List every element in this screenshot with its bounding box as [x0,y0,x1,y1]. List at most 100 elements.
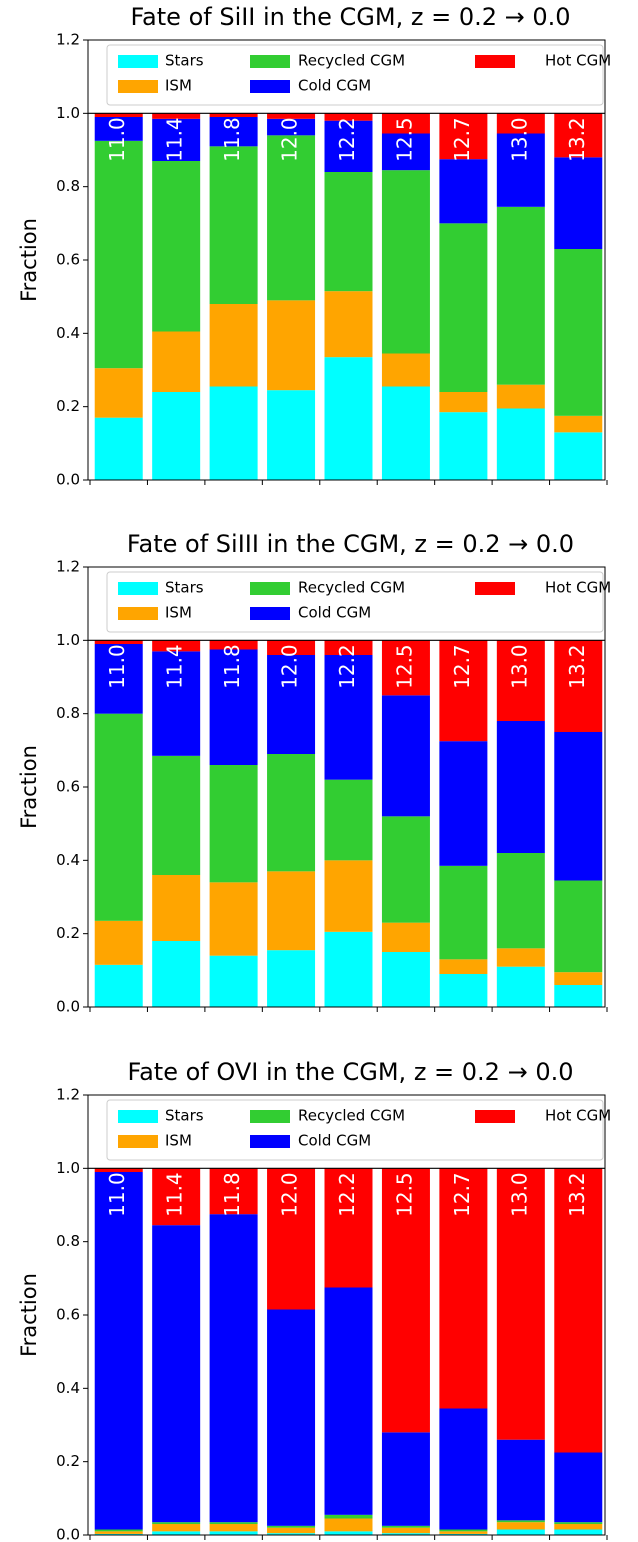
bar-segment [152,1225,201,1523]
bar-segment [381,1525,430,1528]
y-tick-label: 0.8 [56,177,80,195]
bar-segment [94,417,143,480]
bar-segment [496,640,545,721]
bar-segment [324,779,373,861]
bar-segment [267,118,316,136]
y-tick-label: 0.0 [56,471,80,489]
bar-segment [152,755,201,875]
category-label: 11.4 [163,117,187,162]
category-label: 12.7 [450,117,474,162]
bar-segment [439,412,488,480]
plot-frame [87,39,606,481]
bar-segment [554,1529,603,1535]
bar-segment [439,959,488,974]
bar-segment [267,135,316,301]
category-label: 12.5 [392,117,416,162]
chart-title: Fate of SiII in the CGM, z = 0.2 → 0.0 [130,3,570,31]
y-axis-label: Fraction [17,1273,41,1357]
bar-segment [152,1168,201,1226]
bar-segment [496,966,545,1007]
bar-segment [152,651,201,756]
legend-label: Stars [165,579,204,597]
bar-segment [267,950,316,1007]
bar-segment [267,1309,316,1526]
category-label: 12.0 [278,1172,302,1217]
legend-label: Stars [165,52,204,70]
bar-segment [152,640,201,652]
bar-segment [209,882,258,956]
bar-segment [496,384,545,409]
y-tick-label: 1.2 [56,31,80,49]
bar-segment [324,640,373,655]
legend-label: Recycled CGM [298,52,405,70]
bar-segment [439,113,488,160]
category-label: 13.0 [507,1172,531,1217]
bar-segment [554,640,603,732]
bar-segment [324,1168,373,1288]
y-tick-label: 0.8 [56,1232,80,1250]
legend-swatch [250,1110,290,1123]
legend-swatch [250,55,290,68]
bar-segment [496,1522,545,1530]
y-tick-label: 0.0 [56,1526,80,1542]
legend-swatch [118,1135,158,1148]
bar-segment [554,432,603,480]
legend-swatch [250,1135,290,1148]
category-label: 12.0 [278,117,302,162]
legend-swatch [118,607,158,620]
bar-segment [267,871,316,951]
category-label: 13.2 [565,1172,589,1217]
bar-segment [381,1527,430,1534]
bar-segment [94,644,143,714]
legend-label: Stars [165,1107,204,1125]
category-label: 12.2 [335,117,359,162]
chart-title: Fate of SiIII in the CGM, z = 0.2 → 0.0 [127,530,574,558]
bar-segment [439,974,488,1007]
y-axis-label: Fraction [17,745,41,829]
y-tick-label: 0.4 [56,1379,80,1397]
y-tick-label: 0.6 [56,251,80,269]
category-label: 12.0 [278,644,302,689]
bar-segment [381,133,430,171]
bar-segment [94,1531,143,1534]
legend-swatch [475,1110,515,1123]
bar-segment [267,1533,316,1535]
legend-label: Cold CGM [298,604,371,622]
category-label: 13.2 [565,644,589,689]
bar-segment [324,1514,373,1519]
bar-segment [209,386,258,480]
bar-segment [267,113,316,119]
category-label: 13.0 [507,117,531,162]
bar-segment [267,754,316,872]
bar-segment [496,853,545,949]
bar-segment [496,206,545,385]
category-label: 11.0 [105,1172,129,1217]
bar-segment [439,1529,488,1532]
bar-segment [496,1529,545,1535]
bar-segment [94,964,143,1007]
category-label: 11.0 [105,117,129,162]
bar-segment [439,865,488,960]
category-label: 12.2 [335,644,359,689]
bar-segment [324,172,373,292]
bar-segment [94,368,143,418]
bar-segment [267,1168,316,1310]
bar-segment [209,117,258,147]
bar-segment [554,1168,603,1453]
legend-label: Recycled CGM [298,1107,405,1125]
bar-segment [209,1522,258,1524]
bar-segment [381,170,430,354]
bar-segment [496,113,545,134]
bar-segment [496,1168,545,1440]
bar-segment [267,390,316,480]
bar-segment [324,291,373,358]
y-axis-label: Fraction [17,218,41,302]
y-tick-label: 0.2 [56,397,80,415]
bar-segment [152,331,201,392]
bar-segment [496,1520,545,1523]
category-label: 11.8 [220,1172,244,1217]
bar-segment [554,113,603,158]
bar-segment [267,300,316,391]
bar-segment [439,1408,488,1530]
bar-segment [381,816,430,923]
